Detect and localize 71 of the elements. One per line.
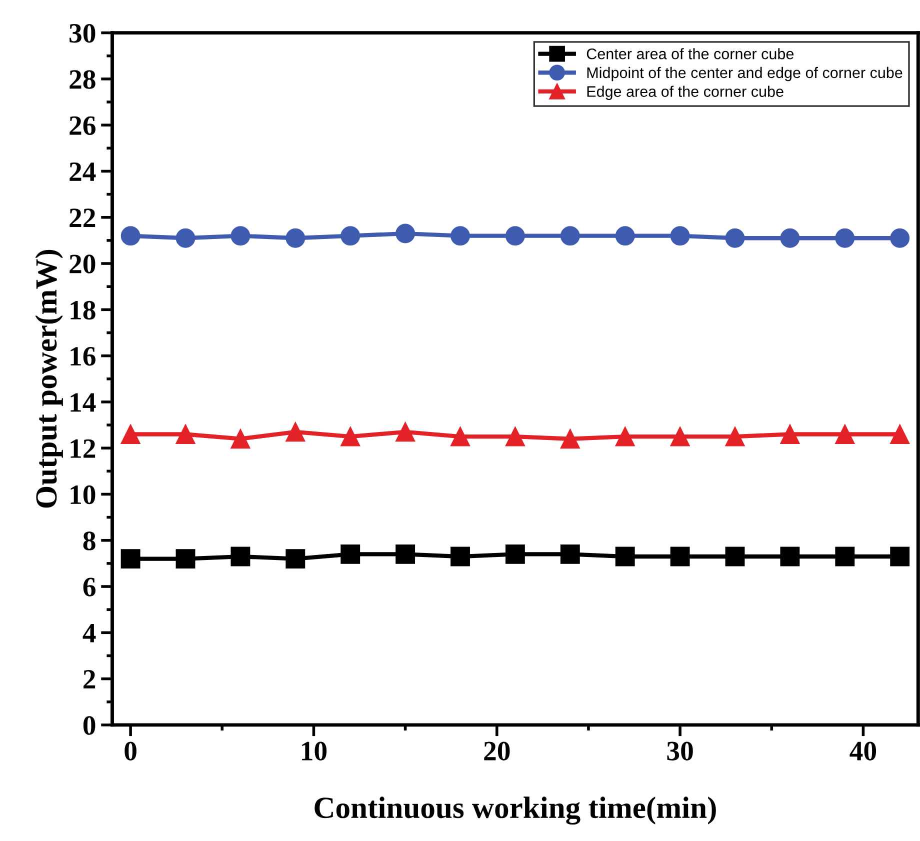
point: [286, 228, 306, 248]
y-tick-label: 10: [70, 485, 96, 504]
point: [725, 228, 745, 248]
y-tick-label: 14: [70, 393, 96, 412]
point: [890, 424, 910, 444]
point: [396, 544, 416, 564]
y-tick-label: 16: [70, 347, 96, 366]
y-tick-label: 4: [82, 624, 96, 642]
point: [615, 426, 635, 446]
point: [450, 226, 470, 246]
point: [505, 226, 525, 246]
legend-label: Center area of the corner cube: [586, 48, 794, 60]
point: [230, 226, 250, 246]
y-axis-title: Output power(mW): [35, 250, 63, 508]
point: [835, 424, 855, 444]
y-tick-label: 8: [83, 532, 96, 550]
x-tick-label: 30: [667, 742, 693, 760]
x-tick-label: 0: [124, 742, 136, 760]
point: [505, 544, 525, 564]
point: [560, 226, 580, 246]
y-tick-label: 18: [70, 300, 96, 320]
point: [340, 226, 360, 246]
legend-label: Midpoint of the center and edge of corner cube: [587, 66, 902, 82]
point: [286, 549, 306, 569]
point: [670, 226, 690, 246]
point: [505, 426, 525, 446]
y-tick-label: 6: [83, 578, 96, 596]
point: [120, 226, 140, 246]
point: [176, 424, 196, 444]
point: [396, 224, 416, 244]
point: [835, 546, 855, 566]
point: [615, 546, 635, 566]
point: [286, 422, 306, 442]
point: [450, 426, 470, 446]
x-tick-label: 20: [484, 742, 510, 760]
x-tick-label: 10: [302, 742, 327, 760]
point: [450, 546, 470, 566]
y-tick-label: 24: [70, 162, 96, 181]
point: [835, 228, 855, 248]
y-tick-label: 26: [70, 116, 96, 135]
y-tick-label: 2: [84, 670, 96, 688]
y-tick-label: 22: [70, 208, 96, 228]
point: [670, 546, 690, 566]
point: [340, 426, 360, 446]
y-tick-label: 12: [70, 439, 96, 458]
y-tick-label: 20: [70, 254, 96, 274]
legend-label: Edge area of the corner cube: [587, 86, 784, 100]
point: [396, 422, 416, 442]
point: [176, 228, 196, 248]
x-tick-label: 40: [850, 742, 876, 760]
point: [890, 546, 910, 566]
point: [340, 544, 360, 564]
point: [120, 424, 140, 444]
point: [780, 546, 800, 566]
point: [670, 426, 690, 446]
point: [615, 226, 635, 246]
y-tick-label: 0: [83, 716, 96, 735]
x-axis-title: Continuous working time(min): [314, 796, 716, 825]
point: [725, 426, 745, 446]
point: [890, 228, 910, 248]
point: [560, 429, 580, 449]
point: [230, 429, 250, 449]
point: [780, 228, 800, 248]
point: [230, 546, 250, 566]
point: [176, 549, 196, 569]
point: [780, 424, 800, 444]
y-tick-label: 30: [70, 24, 96, 43]
point: [725, 546, 745, 566]
point: [560, 544, 580, 564]
y-tick-label: 28: [70, 70, 96, 89]
point: [120, 549, 140, 569]
